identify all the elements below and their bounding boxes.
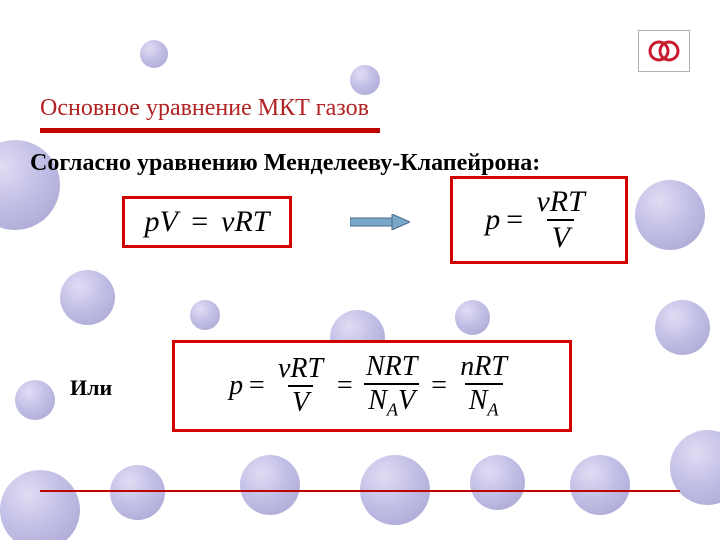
equals-sign: =: [247, 370, 266, 402]
decorative-bubble: [655, 300, 710, 355]
decorative-bubble: [455, 300, 490, 335]
equation-box-2: p = νRT V: [450, 176, 628, 264]
eq3-t1-den: V: [288, 385, 313, 417]
equals-sign: =: [429, 370, 448, 402]
eq3-t2-num: NRT: [362, 353, 421, 383]
title-underline: [40, 128, 380, 133]
eq3-t3-den: NA: [465, 383, 503, 419]
equals-sign: =: [335, 370, 354, 402]
decorative-bubble: [570, 455, 630, 515]
eq3-frac-1: νRT V: [274, 355, 327, 417]
eq2-den: V: [547, 219, 573, 253]
eq2-fraction: νRT V: [532, 187, 588, 253]
slide-title: Основное уравнение МКТ газов: [40, 95, 369, 122]
eq3-frac-2: NRT NAV: [362, 353, 421, 419]
rings-icon: [644, 36, 684, 66]
arrow-icon: [350, 214, 410, 230]
eq3-lhs: p: [229, 370, 243, 402]
equals-sign: =: [504, 203, 524, 237]
equation-box-3: p = νRT V = NRT NAV = nRT NA: [172, 340, 572, 432]
decorative-bubble: [15, 380, 55, 420]
equals-sign: =: [182, 205, 217, 239]
equation-box-1: pV = νRT: [122, 196, 292, 248]
eq1-rhs: νRT: [221, 205, 269, 239]
decorative-bubble: [60, 270, 115, 325]
decorative-bubble: [670, 430, 720, 505]
decorative-bubble: [140, 40, 168, 68]
or-label: Или: [70, 375, 112, 401]
eq3-frac-3: nRT NA: [456, 353, 511, 419]
decorative-bubble: [0, 470, 80, 540]
decorative-bubble: [350, 65, 380, 95]
eq3-t1-num: νRT: [274, 355, 327, 385]
decorative-bubble: [470, 455, 525, 510]
eq1-lhs: pV: [145, 205, 178, 239]
eq2-lhs: p: [485, 203, 500, 237]
eq3-t2-den: NAV: [364, 383, 419, 419]
eq3-t3-num: nRT: [456, 353, 511, 383]
slide: Основное уравнение МКТ газов Согласно ур…: [0, 0, 720, 540]
decorative-bubble: [635, 180, 705, 250]
slide-subtitle: Согласно уравнению Менделееву-Клапейрона…: [30, 150, 540, 177]
decorative-bubble: [190, 300, 220, 330]
logo-box: [638, 30, 690, 72]
bottom-divider: [40, 490, 680, 492]
decorative-bubble: [240, 455, 300, 515]
eq2-num: νRT: [532, 187, 588, 219]
decorative-bubble: [110, 465, 165, 520]
